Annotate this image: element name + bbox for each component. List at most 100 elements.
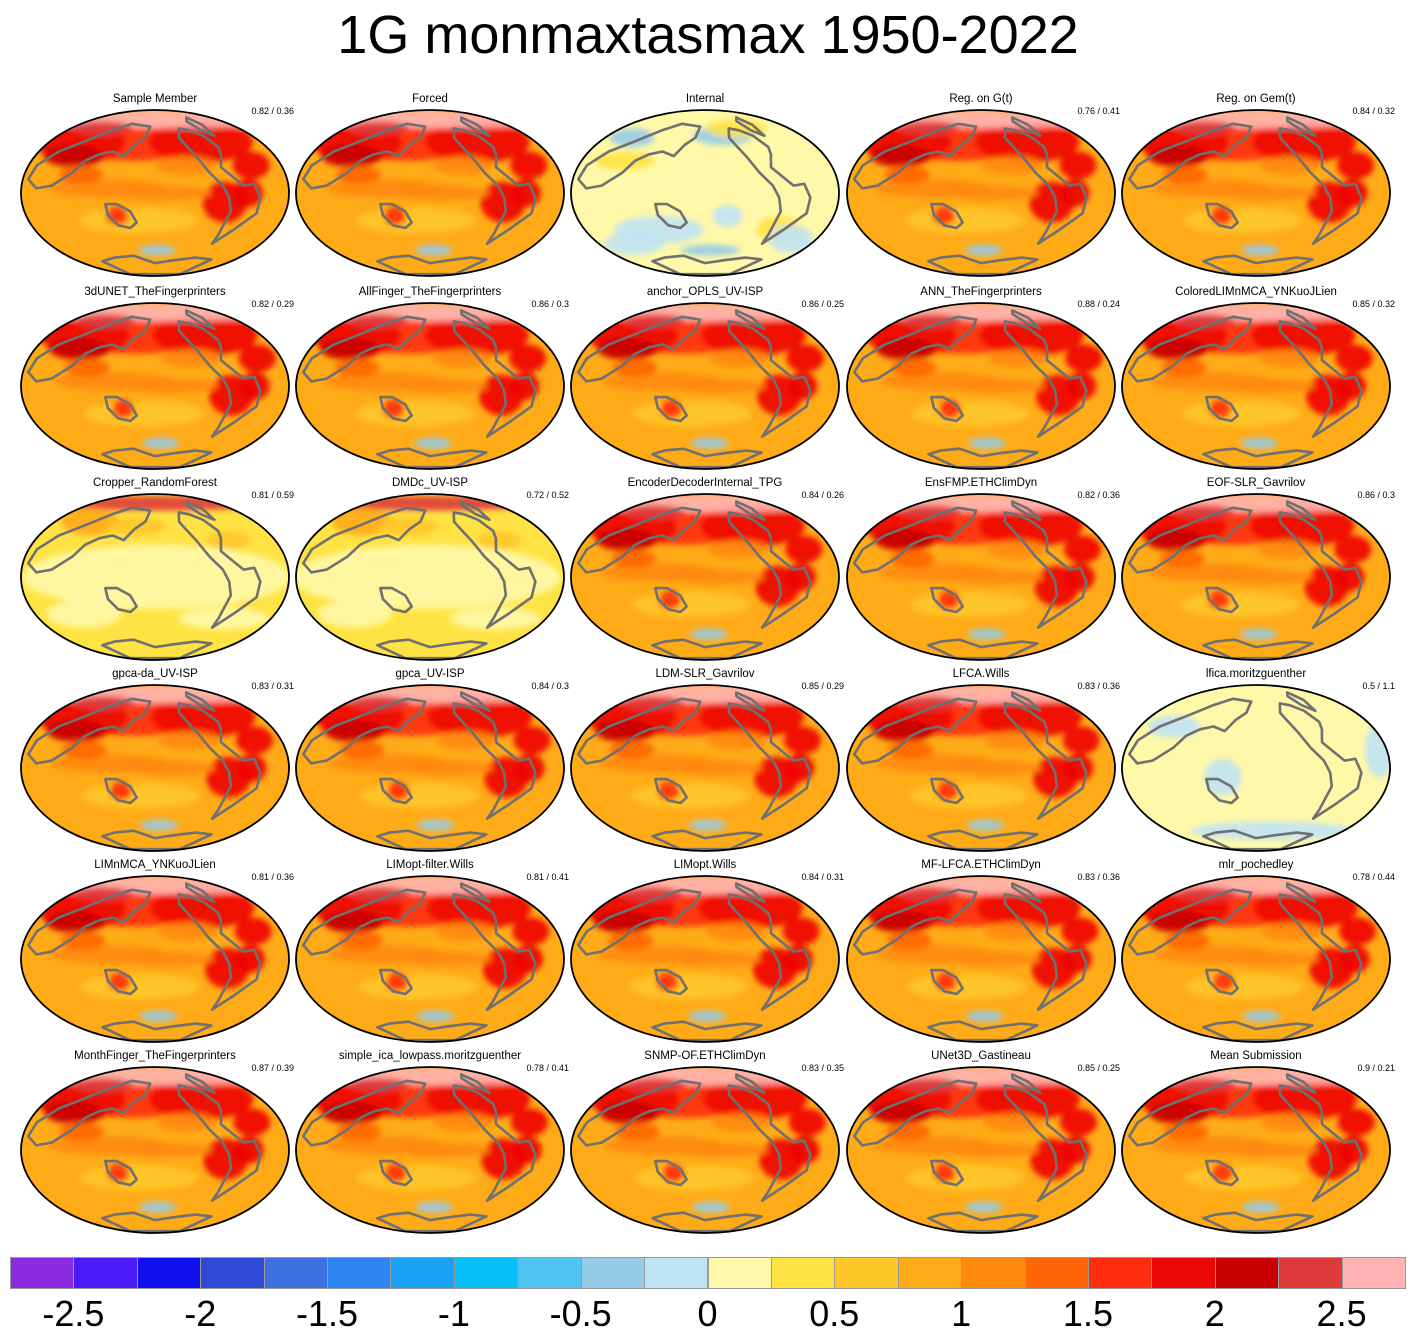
coastline-asia [577,1079,702,1147]
map-panel: EnsFMP.ETHClimDyn 0.82 / 0.36 [846,476,1122,662]
anomaly-region [122,1142,212,1158]
anomaly-region [688,1010,726,1022]
panel-score: 0.5 / 1.1 [1362,681,1395,691]
map-border [846,493,1116,661]
coastline-australia [104,968,138,996]
anomaly-region [509,372,540,400]
panel-title: lfica.moritzguenther [1205,668,1307,680]
coastline-asia [27,506,152,574]
anomaly-region [1174,505,1234,520]
coastline-americas [1278,1084,1363,1202]
coastline-australia [379,777,413,805]
coastline-antarctica [376,447,488,469]
coastline-australia [1205,586,1239,614]
anomaly-region [874,529,935,552]
coastline-australia [654,777,688,805]
coastline-australia [104,395,138,423]
anomaly-region [1061,917,1099,946]
map-plot [846,109,1116,277]
anomaly-region [121,185,211,201]
coastline-antarctica [927,1211,1039,1233]
anomaly-region [49,338,109,361]
anomaly-region [75,314,136,329]
anomaly-region [910,591,1030,618]
coastline-greenland [459,691,491,713]
anomaly-region [965,1201,1003,1213]
anomaly-region [1174,314,1235,329]
map-border [846,1066,1116,1234]
coastline-antarctica [651,447,763,469]
coastline-greenland [184,882,216,904]
anomaly-region [79,1164,199,1191]
coastline-asia [27,315,152,383]
panel-title: EOF-SLR_Gavrilov [1206,477,1306,489]
anomaly-region [1122,876,1390,895]
panel-title: ANN_TheFingerprinters [920,286,1042,298]
coastline-greenland [1010,691,1042,713]
anomaly-region [1183,207,1303,234]
anomaly-region [399,185,489,201]
anomaly-region [1241,244,1279,256]
coastline-americas [1278,893,1363,1011]
map-panel: Internal [570,92,846,278]
map-plot [20,109,290,277]
anomaly-region [414,437,452,449]
anomaly-region [415,244,453,256]
panel-title: LDM-SLR_Gavrilov [655,668,755,680]
map-plot [570,875,840,1043]
anomaly-region [296,110,564,129]
colorbar-tick-label: -2 [184,1293,217,1334]
coastline-greenland [734,500,766,522]
map-plot [295,684,565,852]
map-plot [295,875,565,1043]
map-plot [1121,1066,1391,1234]
anomaly-region [140,819,178,831]
anomaly-region [125,760,215,776]
coastline-greenland [734,691,766,713]
panel-title: ColoredLIMnMCA_YNKuoJLien [1175,286,1337,298]
map-border [20,1066,290,1234]
coastline-antarctica [101,1211,213,1233]
anomaly-region [1160,549,1205,568]
coastline-asia [853,888,978,956]
anomaly-region [1162,165,1208,184]
anomaly-region [431,349,491,368]
coastline-australia [379,395,413,423]
panel-title: gpca_UV-ISP [395,668,465,680]
map-plot [20,493,290,661]
map-border [1121,302,1391,470]
anomaly-region [784,754,815,782]
anomaly-region [510,151,548,180]
coastline-antarctica [376,1020,488,1042]
panel-score: 0.78 / 0.44 [1352,872,1395,882]
anomaly-region [1226,1142,1317,1158]
anomaly-region [768,225,814,253]
coastline-australia [104,1159,138,1187]
colorbar-swatch [517,1257,582,1289]
panel-title: EnsFMP.ETHClimDyn [924,477,1038,489]
coastline-greenland [1010,309,1042,331]
anomaly-region [385,972,409,992]
panel-title: Reg. on Gem(t) [1216,93,1296,105]
coastline-americas [1003,127,1088,245]
anomaly-region [397,378,488,394]
colorbar-tick-label: 2.5 [1316,1293,1367,1334]
coastline-americas [1278,511,1363,629]
panel-title: Cropper_RandomForest [92,477,217,489]
coastline-americas [1003,511,1088,629]
anomaly-region [906,1164,1026,1191]
anomaly-region [847,110,1115,129]
coastline-asia [27,1079,152,1147]
anomaly-region [983,922,1044,941]
anomaly-region [82,782,202,809]
anomaly-region [349,1078,410,1093]
panel-score: 0.87 / 0.39 [251,1063,294,1073]
anomaly-region [424,314,530,356]
colorbar-swatch [453,1257,519,1289]
panel-title: SNMP-OF.ETHClimDyn [644,1050,766,1062]
map-plot [1121,493,1391,661]
colorbar-swatch [580,1257,646,1289]
panel-title: gpca-da_UV-ISP [112,668,198,680]
panel-score: 0.84 / 0.26 [801,490,844,500]
colorbar-swatch [770,1257,836,1289]
